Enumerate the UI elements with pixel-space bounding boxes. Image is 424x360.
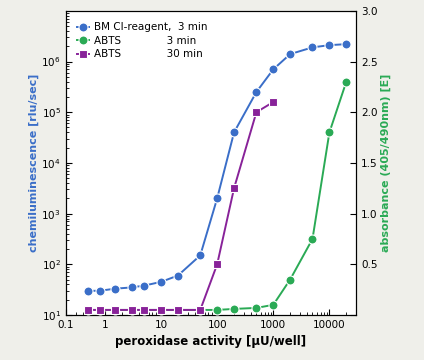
Y-axis label: chemiluminescence [rlu/sec]: chemiluminescence [rlu/sec] xyxy=(28,74,39,252)
Y-axis label: absorbance (405/490nm) [E]: absorbance (405/490nm) [E] xyxy=(380,74,391,252)
X-axis label: peroxidase activity [μU/well]: peroxidase activity [μU/well] xyxy=(115,336,307,348)
Legend: BM Cl-reagent,  3 min, ABTS              3 min, ABTS              30 min: BM Cl-reagent, 3 min, ABTS 3 min, ABTS 3… xyxy=(74,19,210,63)
